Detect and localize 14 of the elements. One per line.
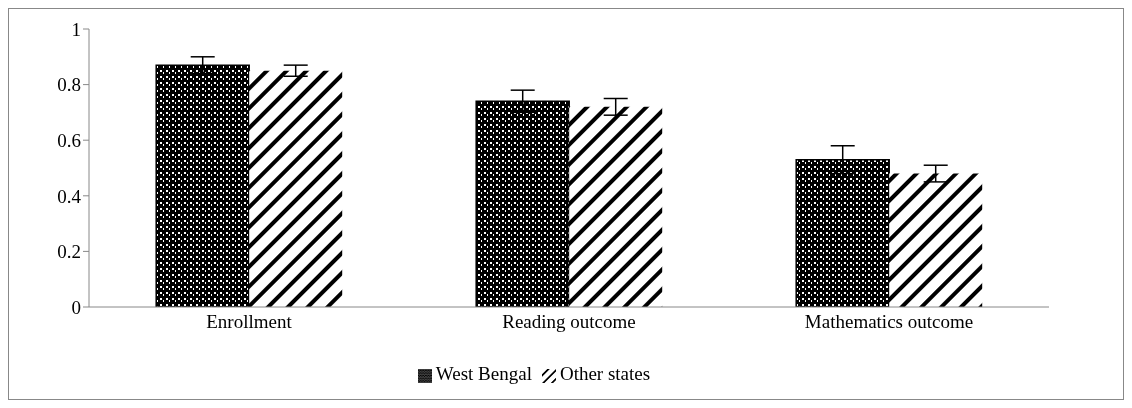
x-tick-label: Enrollment [206, 311, 293, 333]
y-tick-label: 1 [71, 18, 81, 40]
bar [569, 106, 663, 307]
y-tick-label: 0.6 [57, 129, 81, 151]
bar [249, 70, 343, 307]
y-tick-label: 0.4 [57, 185, 82, 207]
x-tick-label: Mathematics outcome [804, 311, 974, 333]
legend-label: West Bengal [435, 363, 532, 384]
x-tick-label: Reading outcome [502, 311, 636, 333]
y-tick-label: 0.2 [57, 241, 81, 263]
legend-label: Other states [559, 363, 651, 384]
y-tick-label: 0 [71, 296, 81, 318]
bar [889, 173, 983, 307]
y-tick-label: 0.8 [57, 74, 81, 96]
